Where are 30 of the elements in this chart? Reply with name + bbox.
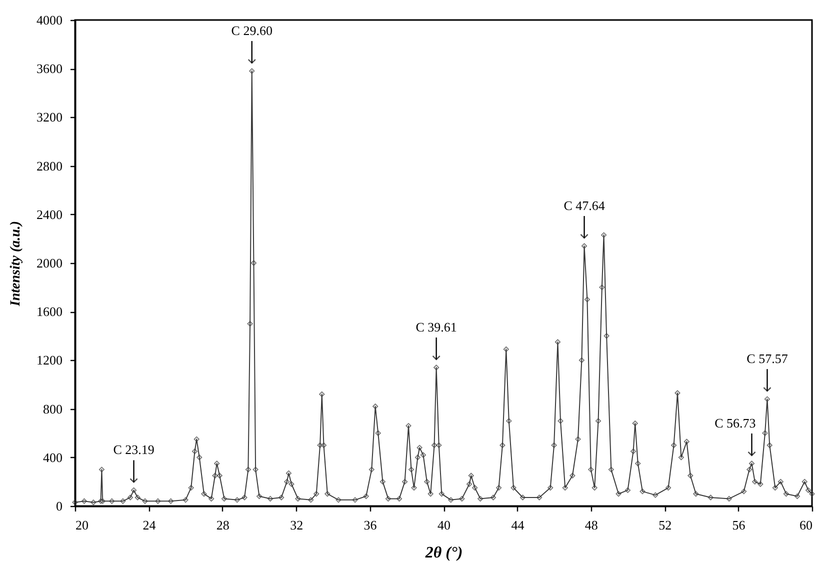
y-tick-label: 2400 bbox=[36, 206, 62, 222]
x-tick-label: 28 bbox=[216, 518, 230, 532]
annotation: C 23.19 bbox=[113, 442, 154, 458]
y-tick-label: 4000 bbox=[36, 12, 62, 28]
y-tick-label: 3200 bbox=[36, 110, 62, 125]
annotation: C 29.60 bbox=[231, 23, 272, 38]
x-tick-label: 20 bbox=[76, 518, 88, 532]
x-tick-label: 32 bbox=[290, 518, 304, 532]
x-axis-title: 2θ (°) bbox=[424, 544, 463, 562]
y-tick-label: 0 bbox=[56, 498, 62, 514]
y-tick-label: 1200 bbox=[36, 352, 62, 368]
y-tick-label: 400 bbox=[43, 450, 62, 465]
y-axis-title: Intensity (a.u.) bbox=[8, 220, 24, 308]
y-tick-label: 2000 bbox=[36, 256, 62, 270]
x-tick-label: 44 bbox=[511, 518, 525, 532]
x-tick-label: 36 bbox=[364, 518, 378, 532]
y-tick-label: 800 bbox=[43, 401, 62, 416]
y-tick-label: 1600 bbox=[36, 304, 62, 320]
annotation: C 47.64 bbox=[564, 198, 606, 213]
x-tick-label: 40 bbox=[438, 518, 450, 532]
x-tick-label: 24 bbox=[142, 518, 156, 532]
x-tick-label: 56 bbox=[732, 518, 746, 532]
annotation: C 39.61 bbox=[416, 319, 457, 334]
x-tick-label: 52 bbox=[658, 518, 672, 532]
x-tick-label: 48 bbox=[584, 518, 598, 532]
y-tick-label: 3600 bbox=[36, 61, 62, 76]
x-tick-label: 60 bbox=[800, 518, 812, 532]
annotation: C 56.73 bbox=[714, 415, 756, 430]
annotation: C 57.57 bbox=[746, 351, 788, 366]
y-tick-label: 2800 bbox=[36, 158, 62, 174]
